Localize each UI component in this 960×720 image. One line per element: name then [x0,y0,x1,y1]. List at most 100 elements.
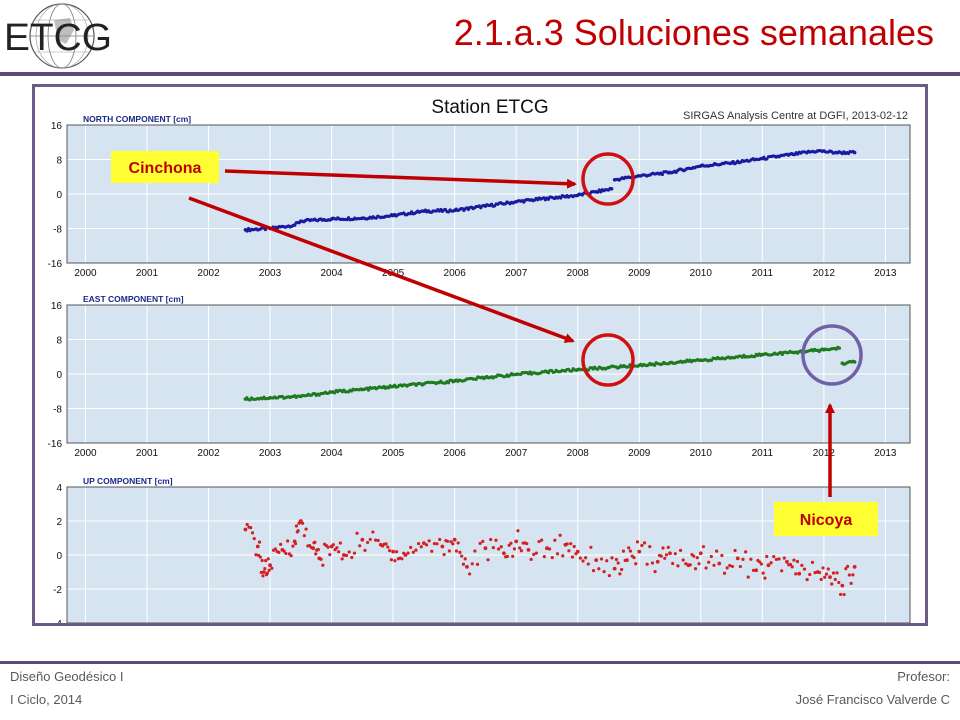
data-point [373,538,378,542]
data-point [765,554,769,559]
data-point [409,545,413,549]
data-point [340,557,344,561]
data-point [645,562,649,566]
data-point [586,562,590,566]
data-point [569,369,574,373]
cinchona-arrow-north [224,169,577,189]
data-point [661,546,665,550]
data-point [692,554,696,558]
cinchona-arrow-east [188,196,575,343]
data-point [837,346,842,350]
data-point [572,544,576,549]
data-point [452,537,457,542]
data-point [270,566,274,570]
data-point [676,564,680,568]
data-point [265,571,270,575]
data-point [589,545,593,549]
data-point [570,555,575,559]
y-tick-label: 0 [56,370,62,381]
x-tick-label: 2001 [136,268,159,279]
x-tick-label: 2003 [259,448,282,459]
data-point [321,563,325,567]
data-point [717,561,722,566]
data-point [733,548,737,553]
data-point [363,548,367,552]
data-point [597,567,601,571]
data-point [263,566,267,571]
plot-border [66,304,911,444]
data-point [753,355,757,359]
data-point [852,360,857,364]
data-point [358,544,362,548]
data-point [772,554,776,559]
station-chart: Station ETCG SIRGAS Analysis Centre at D… [48,97,911,630]
data-point [316,547,321,552]
data-point [319,557,323,561]
data-point [553,538,557,542]
data-point [368,537,372,542]
slide-title: 2.1.a.3 Soluciones semanales [453,12,934,53]
data-point [698,551,703,556]
data-point [284,551,288,556]
data-point [731,159,735,164]
x-tick-label: 2003 [259,268,282,279]
data-point [494,538,498,542]
x-tick-label: 2002 [197,448,220,459]
x-tick-label: 2007 [505,448,528,459]
data-point [704,566,708,570]
data-point [406,551,410,555]
x-tick-label: 2013 [874,268,897,279]
data-point [695,556,699,560]
data-point [547,547,552,551]
data-point [826,567,830,571]
data-point [823,575,827,579]
data-point [833,577,837,582]
data-point [417,541,421,546]
data-point [728,563,732,568]
data-point [507,543,511,547]
data-point [785,559,789,564]
data-point [596,190,600,194]
data-point [599,557,604,561]
x-tick-label: 2009 [628,268,651,279]
data-point [621,549,626,553]
data-point [260,558,264,563]
data-point [286,539,290,543]
data-point [800,563,804,567]
data-point [419,545,423,549]
data-point [341,553,346,557]
professor-label: Profesor: [897,669,950,684]
y-tick-label: -4 [53,619,62,623]
data-point [499,545,503,549]
data-point [254,553,258,557]
data-point [681,558,685,562]
data-point [810,560,815,564]
data-point [355,531,359,535]
x-tick-label: 2002 [197,268,220,279]
data-point [446,539,450,543]
data-point [735,556,740,561]
data-point [720,553,724,558]
data-point [296,529,300,533]
data-point [465,565,469,569]
y-tick-label: 0 [56,551,62,562]
data-point [526,548,531,552]
data-point [458,550,462,554]
data-point [266,557,270,561]
data-point [282,549,286,553]
data-point [837,580,841,585]
data-point [794,572,798,576]
data-point [660,172,664,177]
x-tick-label: 2008 [567,448,590,459]
panel-label: NORTH COMPONENT [cm] [83,114,191,124]
data-point [333,391,337,395]
data-point [326,545,330,549]
data-point [664,553,669,557]
data-point [546,197,551,201]
data-point [509,541,513,545]
data-point [569,542,573,546]
data-point [529,557,533,561]
data-point [470,562,474,566]
y-tick-label: 16 [51,121,63,132]
series-weekly [243,519,857,597]
